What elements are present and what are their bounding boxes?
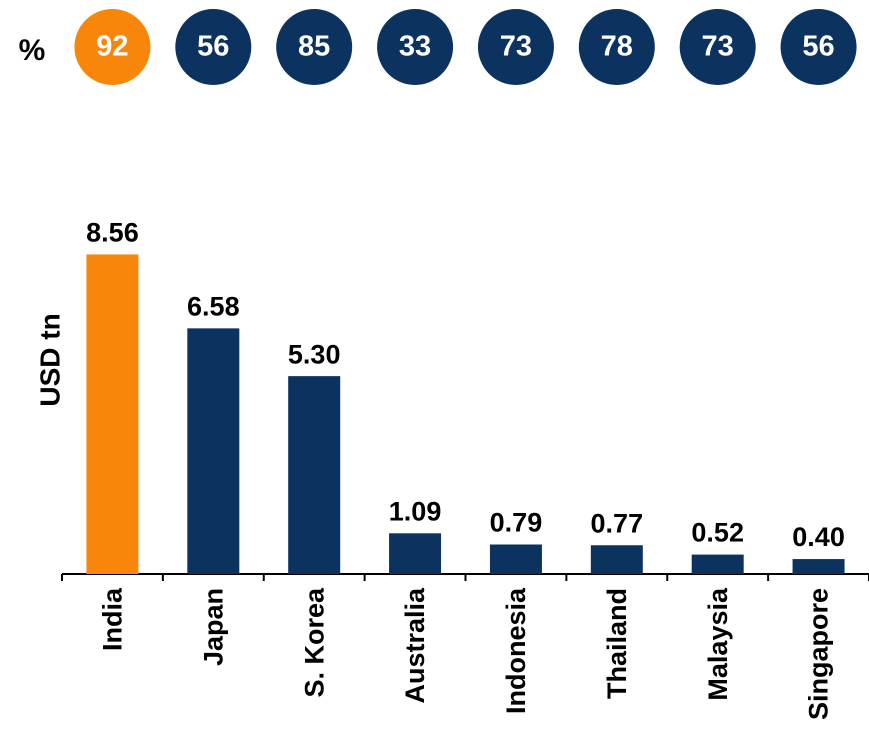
value-label: 0.52 — [691, 518, 744, 548]
percent-badge — [175, 9, 252, 85]
percent-value: 56 — [197, 31, 229, 63]
value-label: 5.30 — [288, 339, 341, 369]
x-tick-label: Singapore — [804, 588, 834, 720]
bar — [489, 544, 542, 574]
x-tick-label: Indonesia — [501, 587, 531, 714]
percent-value: 92 — [96, 31, 128, 63]
percent-badge — [276, 9, 353, 85]
percent-badge — [477, 9, 554, 85]
bar — [389, 533, 442, 574]
percent-value: 78 — [601, 31, 633, 63]
x-tick-label: India — [98, 587, 128, 651]
x-tick-label: Japan — [198, 588, 228, 666]
value-label: 8.56 — [86, 218, 139, 248]
bar — [792, 559, 845, 574]
percent-badge — [780, 9, 857, 85]
percent-value: 33 — [399, 31, 431, 63]
x-tick-label: Thailand — [602, 588, 632, 699]
percent-value: 85 — [298, 31, 330, 63]
percent-badge — [679, 9, 756, 85]
percent-badge — [377, 9, 454, 85]
percent-badge — [578, 9, 655, 85]
bar — [86, 254, 139, 574]
bar — [288, 376, 341, 574]
x-tick-label: Australia — [400, 587, 430, 704]
y-axis-label: USD tn — [34, 313, 65, 406]
value-label: 0.77 — [591, 508, 644, 538]
percent-label: % — [19, 34, 46, 67]
percent-value: 73 — [702, 31, 734, 63]
x-tick-label: Malaysia — [703, 587, 733, 701]
value-label: 0.40 — [792, 522, 845, 552]
percent-badge — [74, 9, 151, 85]
value-label: 1.09 — [389, 496, 442, 526]
percent-value: 56 — [802, 31, 834, 63]
bar — [187, 328, 240, 574]
bar — [691, 554, 744, 574]
bar — [590, 545, 643, 574]
x-tick-label: S. Korea — [299, 587, 329, 698]
percent-value: 73 — [500, 31, 532, 63]
value-label: 0.79 — [490, 508, 543, 538]
value-label: 6.58 — [187, 291, 240, 321]
